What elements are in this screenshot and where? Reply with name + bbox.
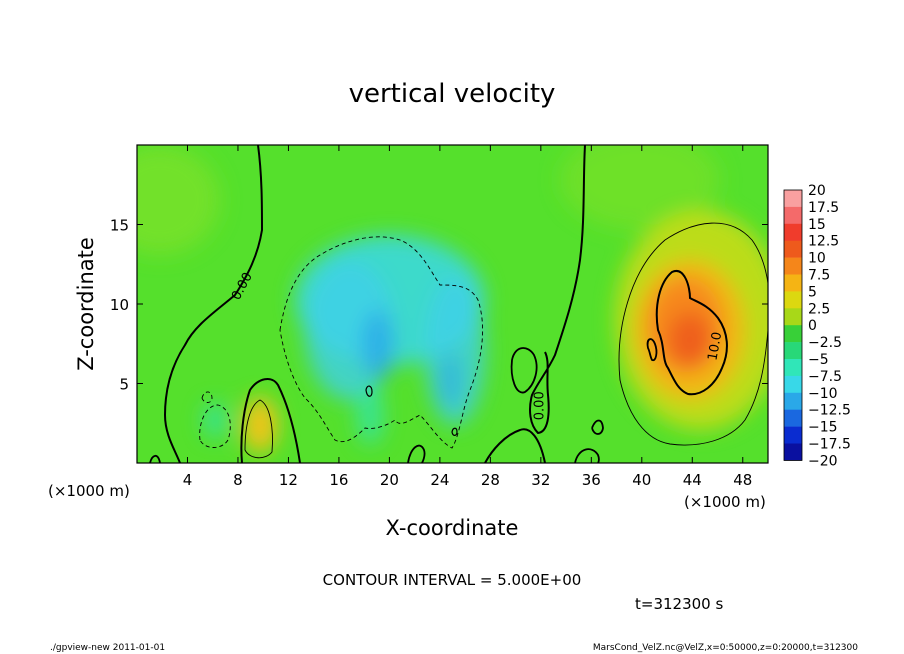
x-axis-ticks: 4 8 12 16 20 24 28 32 36 40 44 48	[183, 145, 752, 489]
y-tick-label: 15	[110, 217, 129, 235]
x-tick-label: 16	[329, 471, 348, 489]
y-axis-ticks: 5 10 15	[110, 217, 768, 394]
x-tick-label: 24	[430, 471, 449, 489]
colorbar-swatch	[784, 308, 802, 326]
x-tick-label: 12	[279, 471, 298, 489]
five-contour-bump-left	[244, 399, 273, 459]
x-tick-label: 32	[531, 471, 550, 489]
colorbar-label: 0	[808, 318, 817, 334]
colorbar: 2017.51512.5107.552.50−2.5−5−7.5−10−12.5…	[783, 183, 851, 469]
contour-label: 10.0	[705, 331, 725, 362]
minus-ten-contour-2	[451, 427, 458, 436]
colorbar-swatch	[784, 223, 802, 241]
colorbar-label: 17.5	[808, 200, 839, 216]
zero-contour-left	[163, 145, 264, 463]
x-tick-label: 48	[733, 471, 752, 489]
colorbar-label: 2.5	[808, 301, 830, 317]
colorbar-swatch	[784, 291, 802, 309]
x-tick-label: 8	[233, 471, 243, 489]
colorbar-swatch	[784, 325, 802, 343]
minus-five-contour-center	[279, 236, 484, 449]
colorbar-label: −15	[808, 420, 838, 436]
colorbar-label: −10	[808, 386, 838, 402]
x-tick-label: 40	[632, 471, 651, 489]
x-tick-label: 28	[481, 471, 500, 489]
colorbar-swatch	[784, 443, 802, 461]
colorbar-label: −17.5	[808, 437, 851, 453]
colorbar-swatch	[784, 274, 802, 292]
zero-contour-small-3	[574, 448, 600, 463]
y-tick-label: 10	[110, 296, 129, 314]
zero-contour-small-4	[149, 454, 161, 463]
x-tick-label: 36	[582, 471, 601, 489]
colorbar-label: 12.5	[808, 234, 839, 250]
five-contour-updraft	[618, 222, 768, 446]
contour-label: 0.00	[532, 391, 547, 420]
contour-lines	[149, 145, 768, 463]
colorbar-label: −5	[808, 352, 829, 368]
minus-ten-contour-1	[365, 385, 373, 397]
ten-contour-small	[646, 338, 658, 362]
minus-five-contour-small-1	[199, 404, 231, 448]
colorbar-label: 7.5	[808, 268, 830, 284]
zero-contour-small-2	[591, 419, 604, 435]
minus-five-contour-small-2	[201, 391, 213, 403]
colorbar-frame	[783, 189, 803, 461]
colorbar-swatch	[784, 359, 802, 377]
colorbar-swatch	[784, 206, 802, 225]
colorbar-swatch	[784, 409, 802, 427]
zero-contour-small-1	[407, 444, 426, 463]
colorbar-label: −7.5	[808, 369, 842, 385]
colorbar-swatch	[784, 342, 802, 360]
x-tick-label: 20	[380, 471, 399, 489]
colorbar-swatch	[784, 190, 802, 208]
time-text: t=312300 s	[635, 595, 723, 613]
y-axis-label: Z-coordinate	[74, 237, 98, 371]
colorbar-label: 20	[808, 183, 826, 199]
footer-left: ./gpview-new 2011-01-01	[50, 643, 165, 653]
x-tick-label: 44	[683, 471, 702, 489]
x-unit-left: (×1000 m)	[48, 482, 130, 500]
colorbar-swatch	[784, 240, 802, 258]
colorbar-label: 5	[808, 284, 817, 300]
colorbar-label: 15	[808, 217, 826, 233]
zero-contour-bump-center	[484, 428, 546, 463]
colorbar-label: 10	[808, 251, 826, 267]
x-unit-right: (×1000 m)	[684, 493, 766, 511]
footer-right: MarsCond_VelZ.nc@VelZ,x=0:50000,z=0:2000…	[593, 643, 858, 653]
zero-contour-right	[529, 145, 586, 435]
y-tick-label: 5	[119, 376, 129, 394]
field-shading	[137, 145, 768, 453]
ten-contour-updraft	[655, 270, 728, 396]
colorbar-label: −2.5	[808, 335, 842, 351]
chart-title: vertical velocity	[349, 79, 556, 109]
colorbar-swatch	[784, 257, 802, 275]
colorbar-swatch	[784, 375, 802, 394]
colorbar-swatch	[784, 426, 802, 444]
colorbar-label: −12.5	[808, 403, 851, 419]
x-tick-label: 4	[183, 471, 193, 489]
contour-interval-text: CONTOUR INTERVAL = 5.000E+00	[323, 571, 582, 589]
colorbar-swatch	[784, 392, 802, 410]
colorbar-label: −20	[808, 453, 838, 469]
x-axis-label: X-coordinate	[386, 516, 519, 540]
zero-contour-bump-left	[240, 378, 301, 463]
zero-contour-bump-right	[510, 347, 538, 394]
